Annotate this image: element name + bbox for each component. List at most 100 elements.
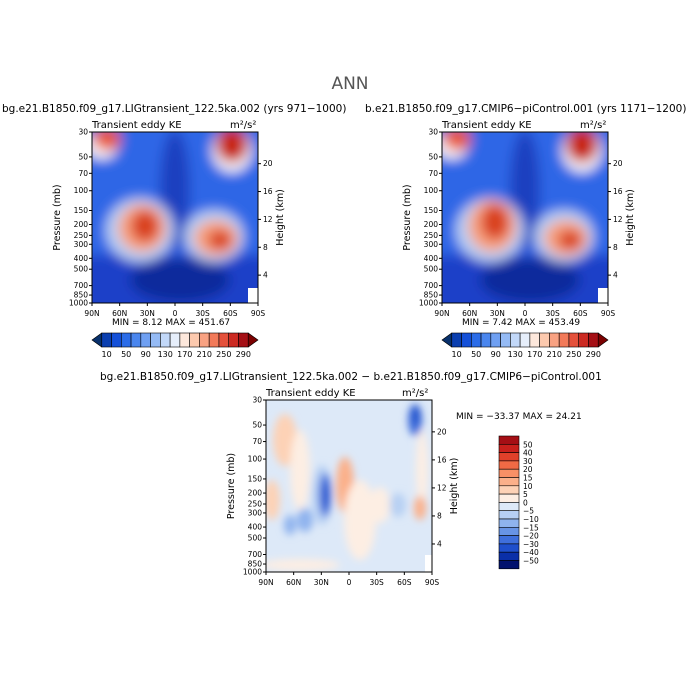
left-no-data-region [248,288,258,303]
left-x-tick-label: 60N [112,309,127,318]
right-colorbar-swatch [558,332,570,348]
diff-colorbar-label: −10 [523,515,539,524]
right-y-tick-label: 850 [424,291,439,300]
diff-y-tick-label: 500 [248,534,263,543]
right-colorbar-swatch [597,332,609,348]
right-y-tick-label: 400 [424,254,439,263]
diff-colorbar-label: 50 [523,440,533,449]
right-y-tick-label: 700 [424,281,439,290]
left-colorbar-label: 90 [141,350,151,359]
left-colorbar-swatch [150,332,161,348]
left-x-tick-label: 60S [223,309,238,318]
left-y2-tick-label: 20 [263,159,273,168]
left-colorbar-swatch [189,332,200,348]
diff-colorbar-label: 0 [523,498,528,507]
right-x-tick-label: 60N [462,309,477,318]
right-y2-axis-label: Height (km) [625,189,636,246]
right-colorbar-swatch [470,332,482,348]
right-field-label: Transient eddy KE [442,120,532,131]
left-x-tick-label: 30S [196,309,211,318]
right-x-tick-label: 90N [434,309,449,318]
left-colorbar-swatch [228,332,239,348]
diff-colorbar-swatch [498,435,520,445]
left-y2-tick-label: 16 [263,187,273,196]
right-colorbar-label: 10 [452,350,462,359]
right-x-tick-label: 30N [490,309,505,318]
left-y-tick-label: 150 [74,206,89,215]
left-y-tick-label: 30 [78,128,88,137]
right-y2-tick-label: 12 [613,215,623,224]
diff-x-tick-label: 90S [425,578,440,587]
page-title: ANN [331,74,369,94]
diff-y-tick-label: 200 [248,489,263,498]
right-colorbar-swatch [490,332,501,348]
right-colorbar-swatch [529,332,540,348]
right-y-tick-label: 200 [424,220,439,229]
diff-case-title: bg.e21.B1850.f09_g17.LIGtransient_122.5k… [100,371,602,383]
diff-colorbar-swatch [498,443,520,453]
diff-y2-tick-label: 16 [437,455,447,464]
left-x-tick-label: 90N [84,309,99,318]
left-case-title: bg.e21.B1850.f09_g17.LIGtransient_122.5k… [2,103,347,115]
right-colorbar-swatch [441,332,453,348]
right-colorbar-swatch [480,332,492,348]
diff-colorbar-label: 10 [523,482,533,491]
right-no-data-region [598,288,608,303]
right-colorbar-swatch [451,332,462,348]
diff-colorbar-label: −5 [523,507,534,516]
diff-units: m²/s² [402,388,429,399]
right-colorbar: 10 50 90 130 170 210 250 290 [441,332,609,359]
left-colorbar-swatch [111,332,122,348]
diff-colorbar-swatch [498,460,520,470]
diff-colorbar-swatch [498,535,520,545]
diff-y-tick-label: 400 [248,523,263,532]
diff-y-tick-label: 30 [252,396,262,405]
diff-colorbar-swatch [498,502,520,511]
diff-y-tick-label: 100 [248,455,263,464]
right-y-tick-label: 150 [424,206,439,215]
right-y2-tick-label: 4 [613,271,618,280]
left-colorbar-label: 130 [158,350,173,359]
diff-x-tick-label: 60N [286,578,301,587]
left-colorbar-label: 210 [197,350,212,359]
right-y-tick-label: 500 [424,265,439,274]
right-y-tick-label: 300 [424,240,439,249]
right-colorbar-label: 290 [586,350,601,359]
right-y2-tick-label: 20 [613,159,623,168]
diff-colorbar-swatch [498,551,520,561]
diff-colorbar-label: 30 [523,457,533,466]
diff-y2-tick-label: 8 [437,511,442,520]
left-colorbar-swatch [120,332,132,348]
right-colorbar-swatch [568,332,580,348]
diff-y2-tick-label: 12 [437,483,447,492]
left-colorbar-swatch [169,332,181,348]
left-minmax: MIN = 8.12 MAX = 451.67 [112,318,231,328]
right-y-tick-label: 1000 [419,299,438,308]
left-y-tick-label: 500 [74,265,89,274]
diff-y-tick-label: 70 [252,437,262,446]
diff-y-tick-label: 300 [248,508,263,517]
diff-colorbar-swatch [498,526,520,536]
diff-y-tick-label: 700 [248,550,263,559]
left-colorbar-swatch [247,332,259,348]
right-colorbar-label: 130 [508,350,523,359]
diff-x-tick-label: 30S [370,578,385,587]
left-y-tick-label: 300 [74,240,89,249]
left-colorbar-swatch [160,332,171,348]
right-y-tick-label: 30 [428,128,438,137]
left-colorbar-swatch [238,332,249,348]
diff-y-tick-label: 850 [248,560,263,569]
diff-colorbar-swatch [498,452,520,462]
diff-x-tick-label: 30N [314,578,329,587]
left-y2-tick-label: 4 [263,271,268,280]
diff-colorbar-label: −15 [523,523,539,532]
left-y2-tick-label: 12 [263,215,273,224]
right-colorbar-label: 90 [491,350,501,359]
left-colorbar-swatch [91,332,103,348]
right-colorbar-label: 250 [566,350,581,359]
left-colorbar-swatch [101,332,112,348]
diff-y2-tick-label: 4 [437,539,442,548]
right-y2-tick-label: 8 [613,243,618,252]
right-colorbar-label: 50 [471,350,481,359]
